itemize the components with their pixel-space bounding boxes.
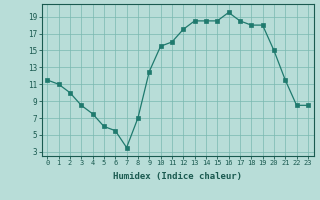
X-axis label: Humidex (Indice chaleur): Humidex (Indice chaleur) (113, 172, 242, 181)
